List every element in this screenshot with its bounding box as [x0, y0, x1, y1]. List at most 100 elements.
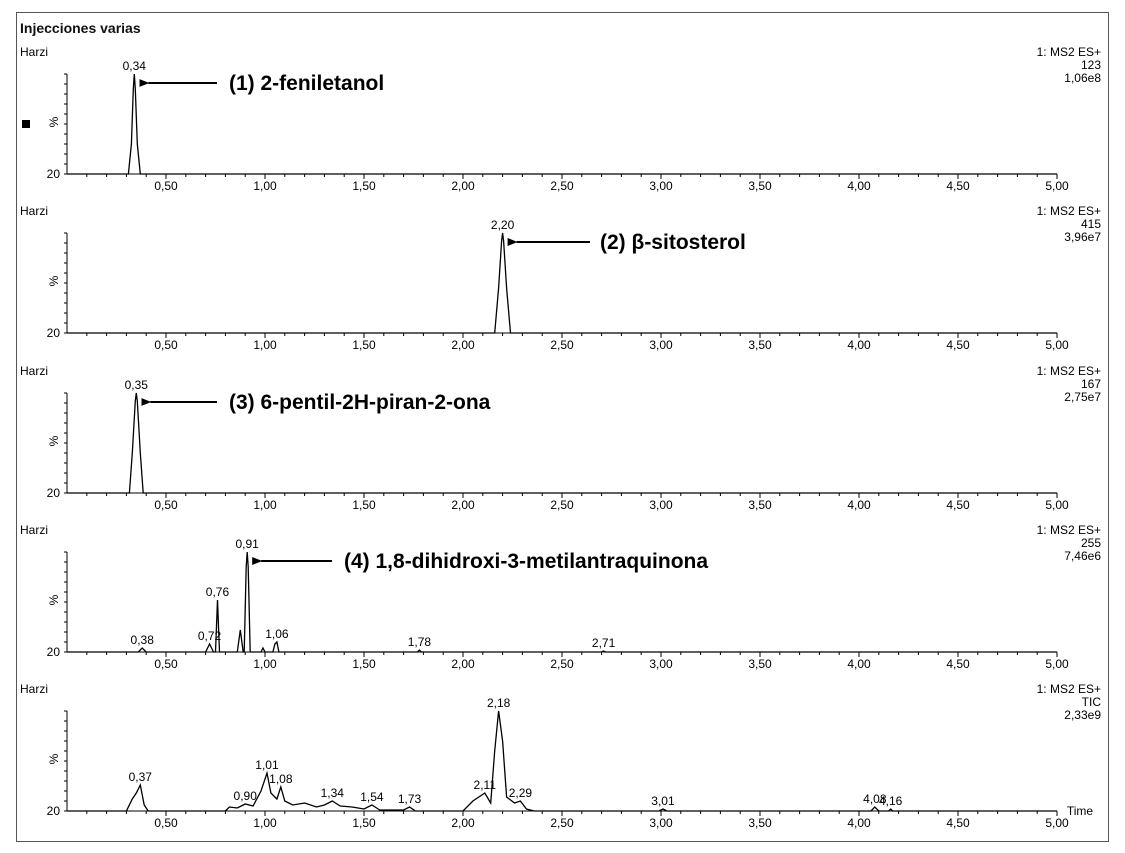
y-tick-label: 20 [47, 167, 61, 181]
peak-label: 4,08 [863, 792, 887, 806]
figure-title: Injecciones varias [20, 20, 141, 36]
x-tick-label: 0,50 [154, 657, 178, 671]
x-tick-label: 3,00 [649, 657, 673, 671]
intensity-label: 2,33e9 [1064, 708, 1101, 722]
intensity-label: 7,46e6 [1064, 549, 1101, 563]
peak-label: 1,34 [321, 786, 345, 800]
channel-label: 1: MS2 ES+ [1037, 364, 1101, 378]
x-tick-label: 4,00 [847, 338, 871, 352]
peak-label: 1,06 [265, 627, 289, 641]
x-tick-label: 2,00 [451, 816, 475, 830]
x-tick-label: 1,00 [253, 657, 277, 671]
peak-label: 0,91 [236, 537, 260, 551]
x-tick-label: 5,00 [1045, 657, 1069, 671]
x-tick-label: 4,50 [946, 338, 970, 352]
x-tick-label: 5,00 [1045, 816, 1069, 830]
trace-label: 123 [1081, 58, 1101, 72]
x-tick-label: 1,50 [352, 179, 376, 193]
y-axis-label: % [47, 275, 61, 286]
x-tick-label: 4,00 [847, 179, 871, 193]
x-tick-label: 3,50 [748, 179, 772, 193]
peak-label: 0,76 [206, 585, 230, 599]
chromatogram-trace [67, 232, 1057, 334]
x-tick-label: 3,00 [649, 498, 673, 512]
y-axis-label: % [47, 594, 61, 605]
x-tick-label: 1,50 [352, 657, 376, 671]
channel-label: 1: MS2 ES+ [1037, 523, 1101, 537]
trace-label: 415 [1081, 217, 1101, 231]
panel-label: Harzi [20, 523, 48, 537]
trace-label: TIC [1082, 695, 1102, 709]
x-tick-label: 2,50 [550, 338, 574, 352]
x-tick-label: 0,50 [154, 338, 178, 352]
peak-label: 3,01 [651, 794, 675, 808]
peak-label: 1,08 [269, 772, 293, 786]
figure-frame [16, 12, 1109, 842]
x-tick-label: 4,00 [847, 657, 871, 671]
peak-label: 0,35 [125, 378, 149, 392]
x-tick-label: 4,50 [946, 179, 970, 193]
x-tick-label: 2,50 [550, 498, 574, 512]
x-tick-label: 1,00 [253, 179, 277, 193]
peak-label: 1,78 [408, 635, 432, 649]
x-axis-label: Time [1067, 804, 1094, 818]
intensity-label: 1,06e8 [1064, 71, 1101, 85]
peak-label: 0,38 [131, 633, 155, 647]
x-tick-label: 0,50 [154, 816, 178, 830]
peak-label: 1,01 [255, 758, 279, 772]
x-tick-label: 1,50 [352, 498, 376, 512]
x-tick-label: 3,00 [649, 816, 673, 830]
selection-marker [22, 120, 30, 128]
panel-label: Harzi [20, 204, 48, 218]
x-tick-label: 4,00 [847, 498, 871, 512]
y-axis-label: % [47, 116, 61, 127]
x-tick-label: 2,00 [451, 657, 475, 671]
x-tick-label: 0,50 [154, 179, 178, 193]
x-tick-label: 3,50 [748, 816, 772, 830]
y-axis-label: % [47, 435, 61, 446]
peak-label: 0,34 [123, 59, 147, 73]
trace-label: 167 [1081, 377, 1101, 391]
chromatogram-trace [67, 392, 1057, 494]
x-tick-label: 4,50 [946, 498, 970, 512]
x-tick-label: 4,50 [946, 657, 970, 671]
compound-annotation: (2) β-sitosterol [600, 231, 746, 254]
peak-label: 1,54 [360, 790, 384, 804]
y-tick-label: 20 [47, 645, 61, 659]
intensity-label: 2,75e7 [1064, 390, 1101, 404]
x-tick-label: 5,00 [1045, 338, 1069, 352]
x-tick-label: 4,50 [946, 816, 970, 830]
chromatogram-trace [67, 551, 1057, 653]
trace-label: 255 [1081, 536, 1101, 550]
x-tick-label: 3,50 [748, 498, 772, 512]
x-tick-label: 5,00 [1045, 498, 1069, 512]
x-tick-label: 3,00 [649, 338, 673, 352]
x-tick-label: 3,50 [748, 338, 772, 352]
y-tick-label: 20 [47, 326, 61, 340]
chromatogram-trace [67, 73, 1057, 175]
x-tick-label: 4,00 [847, 816, 871, 830]
x-tick-label: 2,50 [550, 816, 574, 830]
y-axis-label: % [47, 753, 61, 764]
x-tick-label: 5,00 [1045, 179, 1069, 193]
x-tick-label: 1,50 [352, 816, 376, 830]
peak-label: 0,72 [198, 629, 222, 643]
x-tick-label: 1,00 [253, 338, 277, 352]
chromatogram-trace [67, 710, 1057, 812]
x-tick-label: 2,00 [451, 498, 475, 512]
y-tick-label: 20 [47, 486, 61, 500]
x-tick-label: 3,50 [748, 657, 772, 671]
channel-label: 1: MS2 ES+ [1037, 682, 1101, 696]
panel-label: Harzi [20, 364, 48, 378]
x-tick-label: 1,00 [253, 498, 277, 512]
compound-annotation: (1) 2-feniletanol [229, 72, 384, 95]
compound-annotation: (4) 1,8-dihidroxi-3-metilantraquinona [344, 550, 708, 573]
x-tick-label: 3,00 [649, 179, 673, 193]
x-tick-label: 1,00 [253, 816, 277, 830]
peak-label: 2,18 [487, 696, 511, 710]
panel-label: Harzi [20, 45, 48, 59]
peak-label: 2,20 [491, 218, 515, 232]
channel-label: 1: MS2 ES+ [1037, 204, 1101, 218]
peak-label: 2,29 [509, 786, 533, 800]
